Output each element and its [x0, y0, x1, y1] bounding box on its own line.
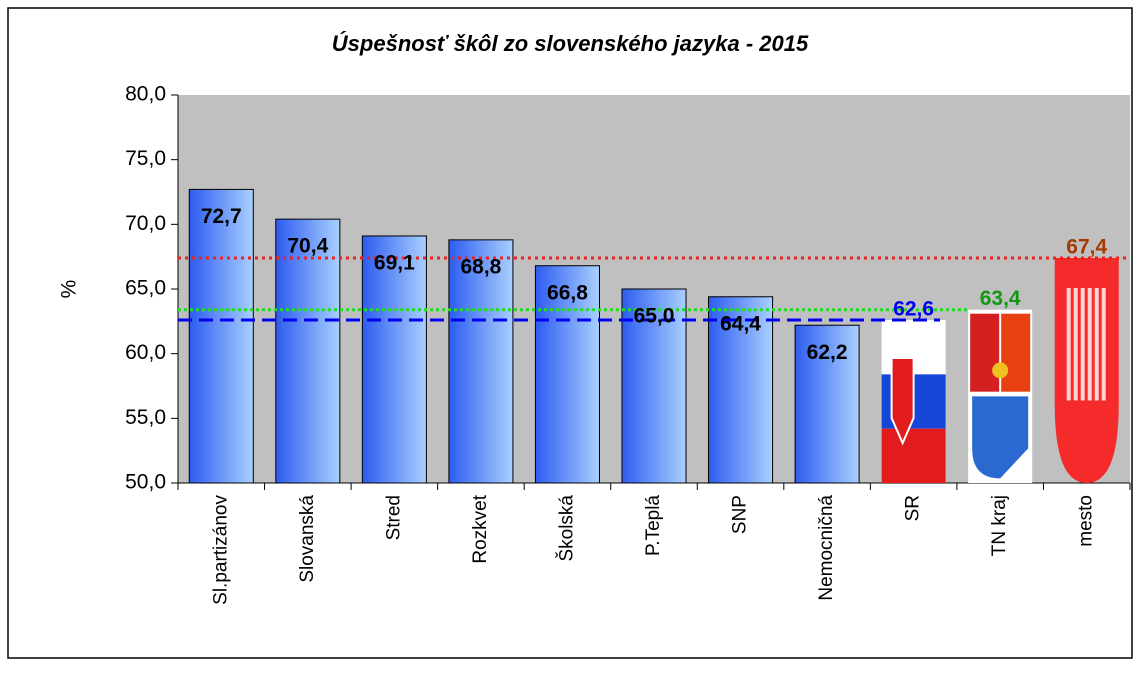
flag-stripe [881, 428, 946, 483]
value-label: 66,8 [547, 281, 588, 304]
flag-bar [881, 320, 946, 483]
emblem-detail [1101, 287, 1106, 401]
bar [275, 218, 341, 484]
y-tick-label: 65,0 [125, 277, 166, 300]
x-tick-label: mesto [1076, 495, 1097, 547]
y-tick-label: 60,0 [125, 341, 166, 364]
emblem-detail [1094, 287, 1099, 401]
x-tick-label: Sl.partizánov [210, 495, 231, 605]
chart-title: Úspešnosť škôl zo slovenského jazyka - 2… [332, 31, 809, 56]
bar [708, 296, 774, 484]
bar [534, 265, 600, 484]
value-label: 63,4 [980, 287, 1021, 310]
emblem-detail [1073, 287, 1078, 401]
emblem-detail [1066, 287, 1071, 401]
value-label: 67,4 [1066, 236, 1107, 259]
emblem-detail [1080, 287, 1085, 401]
x-tick-label: Slovanská [297, 495, 318, 583]
value-label: 64,4 [720, 312, 761, 335]
bar [188, 188, 254, 484]
value-label: 69,1 [374, 252, 415, 275]
y-axis-label: % [58, 280, 81, 299]
emblem-part [992, 362, 1009, 379]
value-label: 68,8 [460, 255, 501, 278]
x-tick-label: Nemocničná [816, 495, 837, 601]
y-tick-label: 55,0 [125, 406, 166, 429]
x-tick-label: Stred [383, 495, 404, 540]
y-tick-label: 50,0 [125, 471, 166, 494]
emblem-part [1001, 313, 1031, 392]
emblem-part [970, 313, 1000, 392]
value-label: 65,0 [634, 305, 675, 328]
x-tick-label: P.Teplá [643, 495, 664, 556]
value-label: 72,7 [201, 205, 242, 228]
emblem-bar [1054, 257, 1119, 483]
x-tick-label: Školská [555, 495, 577, 562]
flag-shield [890, 357, 915, 446]
emblem-shield [1054, 257, 1119, 483]
value-label: 62,2 [807, 341, 848, 364]
bar [794, 324, 860, 484]
y-tick-label: 80,0 [125, 83, 166, 106]
emblem-part [972, 396, 1029, 479]
value-label: 62,6 [893, 298, 934, 321]
bar [448, 239, 514, 484]
x-tick-label: Rozkvet [470, 494, 491, 563]
value-label: 70,4 [287, 235, 328, 258]
bar [361, 235, 427, 484]
x-tick-label: SNP [730, 495, 751, 534]
emblem-bar [968, 309, 1033, 483]
y-tick-label: 75,0 [125, 147, 166, 170]
x-tick-label: TN kraj [989, 495, 1010, 556]
x-tick-label: SR [903, 495, 924, 521]
y-tick-label: 70,0 [125, 212, 166, 235]
emblem-detail [1087, 287, 1092, 401]
